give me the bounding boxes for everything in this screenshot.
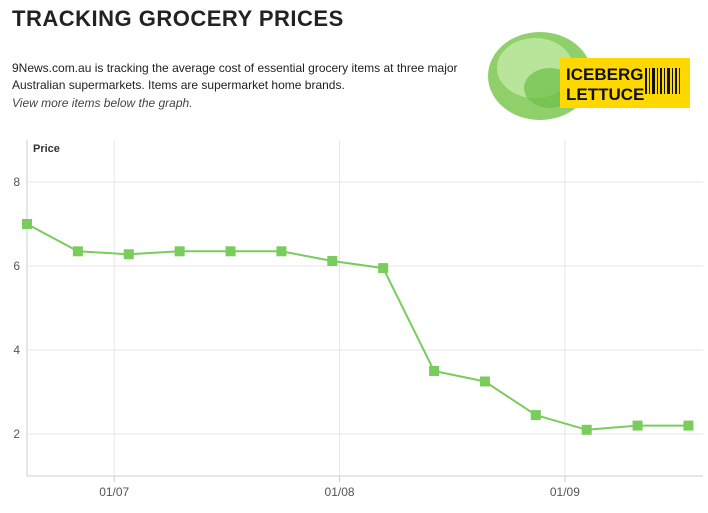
badge-text: ICEBERG: [566, 65, 643, 84]
y-tick-label: 2: [13, 427, 20, 441]
note: View more items below the graph.: [12, 96, 193, 110]
y-tick-label: 4: [13, 343, 20, 357]
point: [327, 255, 338, 266]
description: 9News.com.au is tracking the average cos…: [12, 61, 458, 92]
x-tick-label: 01/09: [550, 485, 580, 499]
point: [683, 420, 694, 431]
point: [22, 219, 32, 229]
y-axis-label: Price: [33, 143, 60, 155]
y-tick-label: 8: [13, 175, 20, 189]
point: [174, 246, 185, 257]
point: [530, 410, 541, 421]
point: [632, 420, 643, 431]
point: [72, 246, 83, 257]
point: [123, 249, 134, 260]
point: [479, 376, 490, 387]
title: TRACKING GROCERY PRICES: [12, 6, 344, 31]
y-tick-label: 6: [13, 259, 20, 273]
badge-text: LETTUCE: [566, 85, 644, 104]
x-tick-label: 01/07: [99, 485, 129, 499]
series-line: [26, 223, 689, 431]
point: [378, 263, 389, 274]
x-tick-label: 01/08: [325, 485, 355, 499]
point: [429, 366, 440, 376]
point: [276, 246, 287, 257]
lettuce-image: ICEBERG LETTUCE: [488, 32, 690, 120]
point: [225, 246, 236, 257]
barcode: [645, 68, 680, 94]
point: [581, 424, 592, 435]
